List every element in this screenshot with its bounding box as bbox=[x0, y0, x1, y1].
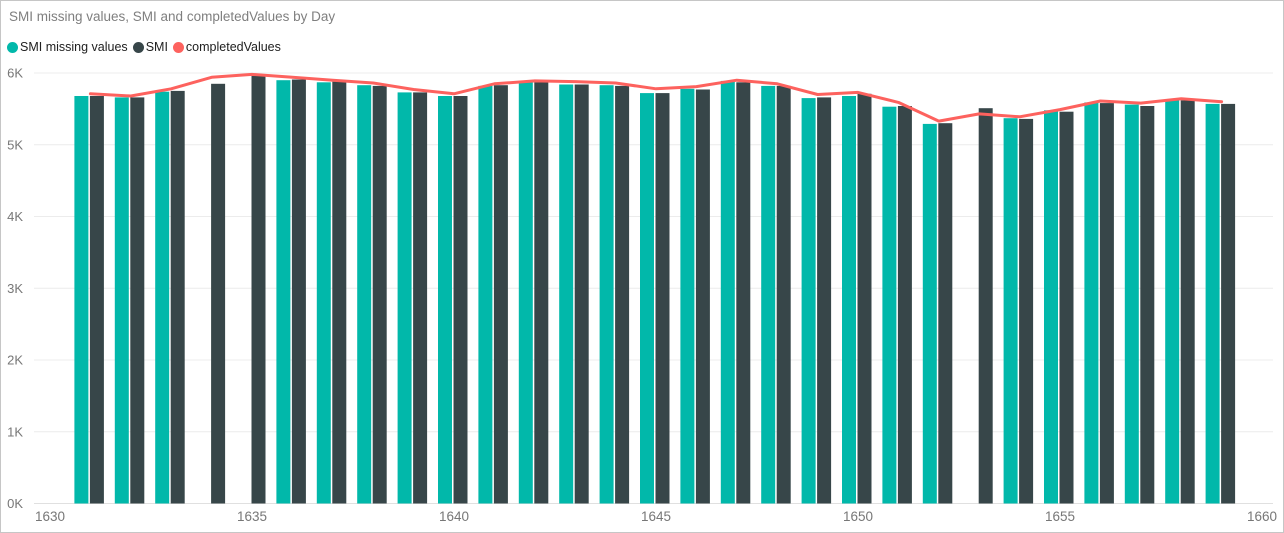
bar-smi-1643[interactable] bbox=[574, 84, 589, 504]
bar-smi-1645[interactable] bbox=[655, 93, 670, 504]
bar-smi-1644[interactable] bbox=[615, 85, 630, 504]
bar-smi-missing-values-1646[interactable] bbox=[680, 88, 695, 504]
bar-smi-missing-values-1651[interactable] bbox=[882, 106, 897, 504]
bar-smi-missing-values-1644[interactable] bbox=[599, 85, 614, 504]
legend-dot-icon bbox=[132, 41, 144, 53]
y-tick-label: 5K bbox=[7, 137, 23, 152]
bar-smi-missing-values-1647[interactable] bbox=[720, 80, 735, 504]
bar-smi-missing-values-1652[interactable] bbox=[922, 123, 937, 504]
legend: SMI missing values SMI completedValues bbox=[7, 40, 286, 54]
line-completedvalues[interactable] bbox=[88, 72, 1224, 123]
bar-smi-1649[interactable] bbox=[817, 97, 832, 504]
bar-smi-missing-values-1642[interactable] bbox=[518, 81, 533, 504]
legend-item-smi[interactable]: SMI bbox=[132, 40, 168, 54]
bar-smi-1651[interactable] bbox=[897, 106, 912, 504]
bar-smi-missing-values-1641[interactable] bbox=[478, 85, 493, 504]
legend-item-smi-missing-values[interactable]: SMI missing values bbox=[7, 40, 128, 54]
bar-smi-1650[interactable] bbox=[857, 93, 872, 504]
bar-smi-missing-values-1643[interactable] bbox=[559, 84, 574, 504]
bar-smi-missing-values-1658[interactable] bbox=[1165, 99, 1180, 504]
bar-smi-missing-values-1655[interactable] bbox=[1044, 110, 1058, 504]
bar-smi-missing-values-1654[interactable] bbox=[1003, 118, 1018, 504]
x-tick-label: 1650 bbox=[843, 509, 873, 524]
y-tick-label: 3K bbox=[7, 281, 23, 296]
bar-smi-missing-values-1640[interactable] bbox=[438, 96, 452, 504]
x-tick-label: 1640 bbox=[439, 509, 469, 524]
bar-smi-1640[interactable] bbox=[453, 96, 468, 504]
bar-smi-missing-values-1648[interactable] bbox=[761, 85, 776, 504]
x-tick-label: 1645 bbox=[641, 509, 671, 524]
x-tick-label: 1635 bbox=[237, 509, 267, 524]
bar-smi-1632[interactable] bbox=[130, 97, 145, 504]
bar-smi-1647[interactable] bbox=[736, 82, 751, 504]
bar-smi-missing-values-1637[interactable] bbox=[316, 82, 331, 504]
legend-dot-icon bbox=[172, 41, 184, 53]
bar-smi-1657[interactable] bbox=[1140, 106, 1155, 504]
bar-smi-1652[interactable] bbox=[938, 123, 953, 504]
bar-smi-1648[interactable] bbox=[776, 85, 791, 504]
bar-smi-missing-values-1659[interactable] bbox=[1205, 103, 1220, 504]
bar-smi-missing-values-1632[interactable] bbox=[114, 97, 129, 504]
x-tick-label: 1630 bbox=[35, 509, 65, 524]
x-tick-label: 1660 bbox=[1247, 509, 1277, 524]
bar-smi-1646[interactable] bbox=[695, 89, 710, 504]
bar-smi-missing-values-1649[interactable] bbox=[801, 98, 816, 504]
bar-smi-missing-values-1645[interactable] bbox=[640, 93, 654, 504]
bar-smi-1637[interactable] bbox=[332, 81, 347, 504]
bar-smi-missing-values-1636[interactable] bbox=[276, 80, 291, 504]
bar-smi-1655[interactable] bbox=[1059, 111, 1074, 504]
x-tick-label: 1655 bbox=[1045, 509, 1075, 524]
y-tick-label: 4K bbox=[7, 209, 23, 224]
y-tick-label: 1K bbox=[7, 424, 23, 439]
bar-smi-1638[interactable] bbox=[372, 85, 387, 504]
y-tick-label: 0K bbox=[7, 496, 23, 511]
y-tick-label: 2K bbox=[7, 353, 23, 368]
bar-smi-1659[interactable] bbox=[1221, 103, 1236, 504]
legend-label: SMI bbox=[145, 40, 168, 54]
y-tick-label: 6K bbox=[7, 66, 23, 81]
bar-smi-1639[interactable] bbox=[413, 92, 428, 504]
bar-smi-missing-values-1638[interactable] bbox=[357, 85, 372, 504]
bar-smi-1633[interactable] bbox=[170, 90, 185, 504]
bar-smi-1658[interactable] bbox=[1180, 100, 1195, 504]
bar-smi-1631[interactable] bbox=[89, 96, 104, 504]
legend-label: completedValues bbox=[185, 40, 281, 54]
legend-dot-icon bbox=[7, 41, 18, 53]
bar-smi-1642[interactable] bbox=[534, 82, 549, 504]
legend-item-completedvalues[interactable]: completedValues bbox=[172, 40, 281, 54]
bar-smi-1656[interactable] bbox=[1099, 103, 1114, 504]
bar-smi-missing-values-1639[interactable] bbox=[397, 92, 412, 504]
bar-smi-missing-values-1657[interactable] bbox=[1124, 104, 1139, 504]
bar-smi-1635[interactable] bbox=[251, 75, 266, 504]
bar-smi-1654[interactable] bbox=[1019, 118, 1034, 504]
bar-smi-missing-values-1650[interactable] bbox=[842, 96, 856, 504]
bar-smi-missing-values-1633[interactable] bbox=[155, 91, 170, 504]
bar-smi-1634[interactable] bbox=[211, 83, 226, 504]
bar-smi-1653[interactable] bbox=[978, 108, 993, 504]
bar-smi-1641[interactable] bbox=[493, 85, 508, 504]
bar-smi-missing-values-1631[interactable] bbox=[74, 96, 89, 504]
bar-smi-1636[interactable] bbox=[291, 79, 306, 504]
chart-title: SMI missing values, SMI and completedVal… bbox=[9, 9, 336, 24]
bar-smi-missing-values-1656[interactable] bbox=[1084, 102, 1099, 504]
legend-label: SMI missing values bbox=[20, 40, 128, 54]
